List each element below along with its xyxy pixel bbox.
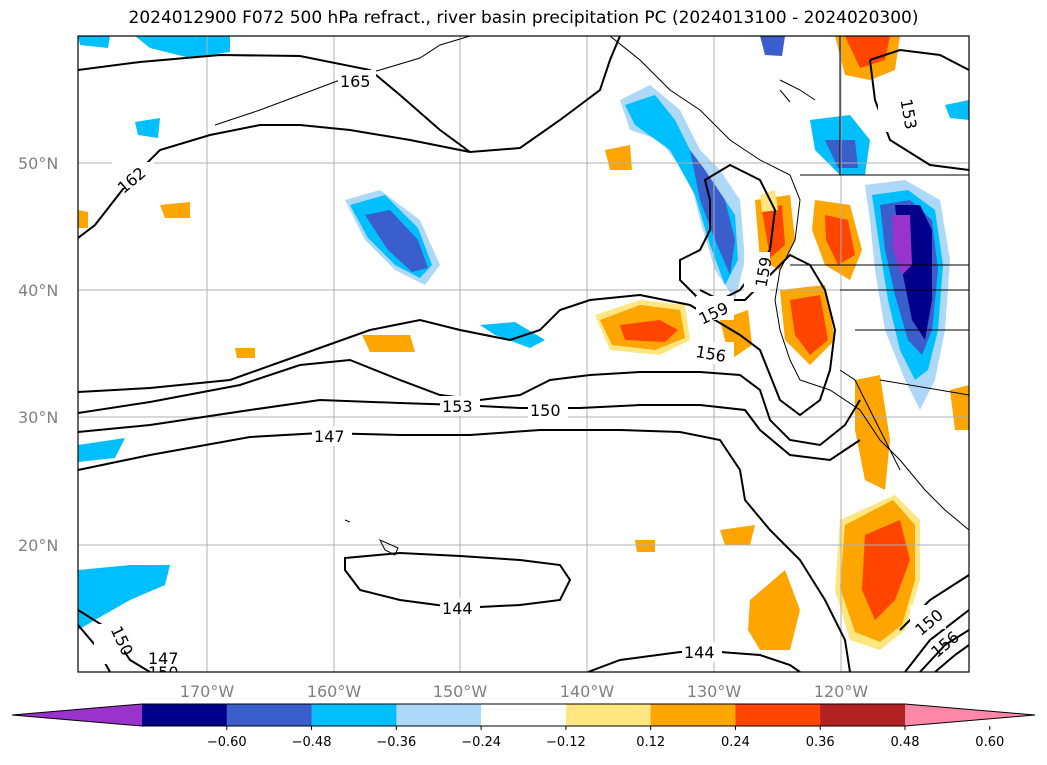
colorbar-extend-low [12,704,142,726]
contour-label-150: 150 [530,401,561,420]
pos-patch-small2 [160,202,190,218]
pos-patch-small5 [78,210,88,228]
neg-patch-n2 [760,36,785,56]
pos-patch-baja [855,375,890,490]
lat-label-30: 30°N [18,408,58,427]
pos-patch-nv-high [825,215,855,265]
pos-patch-sub1 [748,570,800,650]
coast-alaska-panhandle [779,79,816,103]
border-states [790,264,969,331]
contour-147 [78,429,851,672]
neg-patch-sw [78,565,170,630]
colorbar-segment [481,704,567,726]
colorbar-segment [650,704,736,726]
pos-patch-small3 [635,540,655,552]
plot-area: 165 162 153 159 159 156 153 150 147 144 [77,35,970,682]
contour-162 [78,124,471,239]
coast-hawaii [344,519,399,556]
colorbar-segment [735,704,821,726]
colorbar-tick-label: −0.36 [376,735,416,750]
lon-label-120w: 120°W [814,682,869,701]
neg-patch-midpac-high [365,210,428,272]
colorbar-tick-label: −0.60 [207,735,247,750]
colorbar-tick-label: 0.60 [975,735,1004,750]
longitude-labels: 170°W 160°W 150°W 140°W 130°W 120°W [180,682,869,701]
colorbar-outline [11,703,1036,727]
contour-label-147-sw: 147 [148,649,179,668]
colorbar-extend-high [905,704,1035,726]
lon-label-130w: 130°W [687,682,742,701]
colorbar-tick-label: 0.36 [806,735,835,750]
colorbar-tick-label: 0.48 [891,735,920,750]
pos-patch-north-high [845,36,890,68]
coast-baja [839,369,901,471]
map-title: 2024012900 F072 500 hPa refract., river … [128,8,919,28]
contour-label-147: 147 [314,427,345,446]
border-us-mexico [879,379,969,396]
lon-label-170w: 170°W [180,682,235,701]
contour-label-144-b: 144 [684,643,715,662]
colorbar-segment [396,704,482,726]
shaded-fields: 165 162 153 159 159 156 153 150 147 144 [78,36,969,682]
neg-patch-rockies-ext [892,215,912,275]
colorbar-segment [311,704,397,726]
pos-patch-e [950,385,969,430]
lat-label-20: 20°N [18,536,58,555]
contour-150 [78,398,861,462]
lat-label-50: 50°N [18,154,58,173]
colorbar-tick-label: −0.24 [461,735,501,750]
plot-frame [77,35,970,673]
colorbar-segment [565,704,652,726]
contour-label-165: 165 [340,72,371,91]
contour-se-cluster [899,574,969,672]
lon-label-150w: 150°W [433,682,488,701]
contour-label-144-a: 144 [442,599,473,618]
pos-patch-small1 [605,145,632,170]
contour-156 [78,253,837,417]
colorbar-segment [142,704,228,726]
neg-patch-coast-mid [625,95,738,285]
latitude-labels: 50°N 40°N 30°N 20°N [18,154,58,555]
lon-label-160w: 160°W [307,682,362,701]
pos-patch-ca-high [790,295,828,355]
pos-patch-small4 [235,348,255,358]
contour-165 [78,36,621,154]
lat-label-40: 40°N [18,281,58,300]
coast-na-west [609,36,969,531]
contour-label-153: 153 [442,397,473,416]
pos-patch-or-high [762,205,785,258]
borders [790,36,969,396]
contour-153-ne [869,48,969,171]
lon-label-140w: 140°W [560,682,615,701]
contour-labels: 165 162 153 159 159 156 153 150 147 144 [94,70,963,682]
pos-patch-midpac [362,335,415,352]
colorbar-tick-label: 0.24 [721,735,750,750]
colorbar-segment [226,704,313,726]
neg-patch-north [135,36,230,58]
colorbar-tick-label: −0.48 [292,735,332,750]
colorbar-tick-label: −0.12 [546,735,586,750]
neg-patch-small3 [945,100,969,120]
pos-patch-central-high [620,320,678,342]
contour-144-closed [344,551,572,610]
neg-patch-coast-high [690,150,735,275]
refractivity-contours [78,36,969,672]
colorbar-segment [820,704,906,726]
neg-patch-nw [78,36,110,48]
contour-153 [78,358,861,447]
colorbar: −0.60 −0.48 −0.36 −0.24 −0.12 0.12 0.24 0.36 0.4… [11,703,1036,750]
contour-label-150-sw2: 150 [148,663,179,682]
colorbar-tick-label: 0.12 [636,735,665,750]
neg-patch-w [78,438,125,462]
neg-patch-small2 [135,118,160,138]
gridlines [78,36,969,672]
pos-patch-sub2 [720,525,755,545]
neg-patch-small1 [480,322,545,348]
